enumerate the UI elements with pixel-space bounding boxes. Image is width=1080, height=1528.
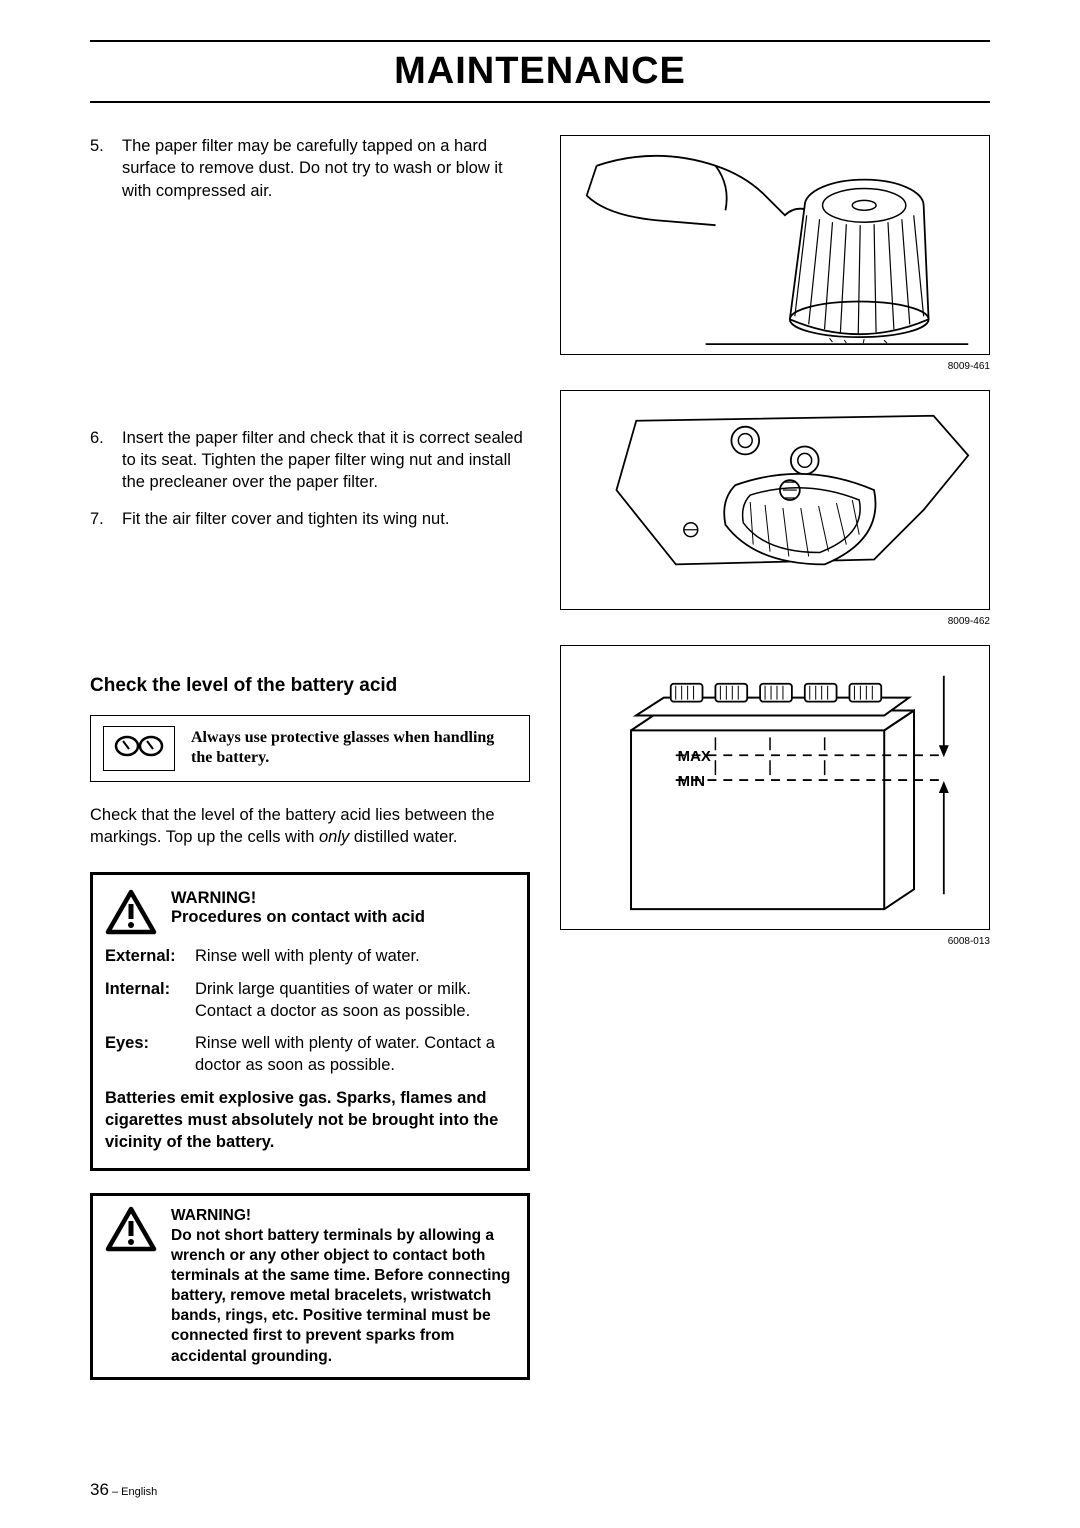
body-after: distilled water. [349,828,457,846]
warning-row-internal: Internal: Drink large quantities of wate… [105,978,515,1023]
content-grid: 5. The paper filter may be carefully tap… [90,135,990,1380]
page-title: MAINTENANCE [90,40,990,103]
warning-title: WARNING! [171,889,425,908]
warning-triangle-icon [105,889,157,935]
figure-battery: MAX MIN [560,645,990,930]
warning-label: External: [105,945,195,967]
figure-filter-housing [560,390,990,610]
step-5: 5. The paper filter may be carefully tap… [90,135,530,202]
warning-triangle-icon [105,1206,157,1252]
footer-lang: English [121,1486,157,1498]
battery-body-text: Check that the level of the battery acid… [90,804,530,849]
warning-label: Internal: [105,978,195,1023]
step-7: 7. Fit the air filter cover and tighten … [90,508,530,530]
warning-header: WARNING! Procedures on contact with acid [105,889,515,935]
max-label: MAX [678,749,711,765]
page-footer: 36 – English [90,1480,157,1500]
step-number: 5. [90,135,122,202]
info-box-goggles: Always use protective glasses when handl… [90,715,530,782]
page-number: 36 [90,1480,109,1499]
warning-value: Drink large quantities of water or milk.… [195,978,515,1023]
warning-row-eyes: Eyes: Rinse well with plenty of water. C… [105,1032,515,1077]
warning-row-external: External: Rinse well with plenty of wate… [105,945,515,967]
body-italic: only [319,828,349,846]
goggles-icon [103,726,175,771]
step-number: 6. [90,427,122,494]
warning-subtitle: Procedures on contact with acid [171,908,425,927]
figure-caption: 6008-013 [560,936,990,947]
warning-box-terminals: WARNING! Do not short battery terminals … [90,1193,530,1380]
section-heading-battery: Check the level of the battery acid [90,675,530,697]
info-text: Always use protective glasses when handl… [191,728,517,770]
warning-value: Rinse well with plenty of water. [195,945,515,967]
step-6: 6. Insert the paper filter and check tha… [90,427,530,494]
warning-footer: Batteries emit explosive gas. Sparks, fl… [105,1087,515,1154]
step-text: Fit the air filter cover and tighten its… [122,508,530,530]
step-number: 7. [90,508,122,530]
warning2-title: WARNING! [171,1206,515,1226]
warning-box-acid: WARNING! Procedures on contact with acid… [90,872,530,1170]
warning2-text: Do not short battery terminals by allowi… [171,1226,515,1367]
right-column: 8009-461 [560,135,990,1380]
step-text: The paper filter may be carefully tapped… [122,135,530,202]
warning-label: Eyes: [105,1032,195,1077]
warning-value: Rinse well with plenty of water. Contact… [195,1032,515,1077]
warning2-body: WARNING! Do not short battery terminals … [171,1206,515,1367]
footer-sep: – [109,1486,121,1498]
figure-caption: 8009-461 [560,361,990,372]
figure-tap-filter [560,135,990,355]
step-text: Insert the paper filter and check that i… [122,427,530,494]
min-label: MIN [678,774,705,790]
left-column: 5. The paper filter may be carefully tap… [90,135,530,1380]
figure-caption: 8009-462 [560,616,990,627]
